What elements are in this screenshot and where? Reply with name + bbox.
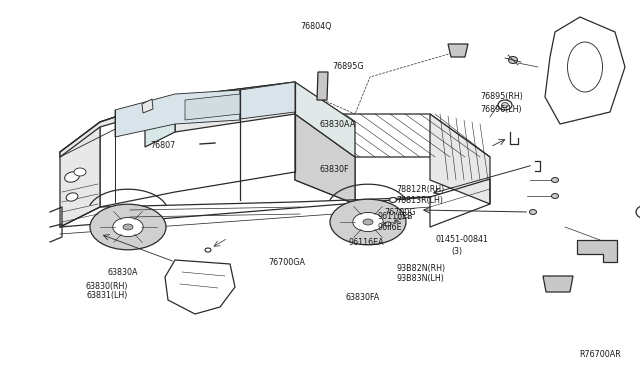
Polygon shape — [295, 82, 355, 157]
Ellipse shape — [66, 193, 78, 201]
Ellipse shape — [90, 204, 166, 250]
Polygon shape — [165, 260, 235, 314]
Text: 63830AA: 63830AA — [320, 120, 356, 129]
Ellipse shape — [498, 100, 512, 110]
Ellipse shape — [330, 199, 406, 245]
Polygon shape — [175, 82, 295, 132]
Text: 76700G: 76700G — [384, 208, 415, 217]
Text: 93B82N(RH): 93B82N(RH) — [397, 264, 446, 273]
Polygon shape — [295, 114, 490, 157]
Ellipse shape — [390, 198, 397, 202]
Ellipse shape — [65, 172, 79, 182]
Ellipse shape — [74, 168, 86, 176]
Ellipse shape — [636, 205, 640, 218]
Polygon shape — [60, 97, 175, 157]
Polygon shape — [240, 82, 295, 119]
Text: (3): (3) — [451, 247, 462, 256]
Text: 93B83N(LH): 93B83N(LH) — [397, 275, 445, 283]
Polygon shape — [185, 94, 240, 120]
Ellipse shape — [552, 177, 559, 183]
Ellipse shape — [529, 209, 536, 215]
Polygon shape — [295, 114, 355, 204]
Polygon shape — [430, 114, 490, 204]
Ellipse shape — [552, 193, 559, 199]
Text: 96116EA: 96116EA — [349, 238, 385, 247]
Text: 63831(LH): 63831(LH) — [86, 291, 128, 300]
Polygon shape — [142, 99, 153, 113]
Text: 78812R(RH): 78812R(RH) — [397, 185, 445, 194]
Polygon shape — [317, 72, 328, 100]
Polygon shape — [448, 44, 468, 57]
Polygon shape — [145, 97, 175, 147]
Polygon shape — [577, 240, 617, 262]
Text: R76700AR: R76700AR — [579, 350, 621, 359]
Text: 01451-00841: 01451-00841 — [435, 235, 488, 244]
Text: 63830FA: 63830FA — [346, 293, 380, 302]
Ellipse shape — [509, 57, 518, 64]
Polygon shape — [545, 17, 625, 124]
Polygon shape — [543, 276, 573, 292]
Ellipse shape — [353, 212, 383, 231]
Text: 76807: 76807 — [151, 141, 176, 150]
Ellipse shape — [363, 219, 373, 225]
Text: 76895G: 76895G — [333, 62, 364, 71]
Ellipse shape — [568, 42, 602, 92]
Text: 76700GA: 76700GA — [269, 258, 306, 267]
Polygon shape — [60, 122, 100, 227]
Text: 76896(LH): 76896(LH) — [480, 105, 522, 114]
Text: 63830(RH): 63830(RH) — [86, 282, 128, 291]
Ellipse shape — [113, 218, 143, 237]
Polygon shape — [100, 82, 295, 207]
Polygon shape — [295, 114, 355, 204]
Text: 76804Q: 76804Q — [301, 22, 332, 31]
Text: 63830A: 63830A — [107, 268, 138, 277]
Text: 63830F: 63830F — [320, 165, 349, 174]
Ellipse shape — [205, 248, 211, 252]
Ellipse shape — [385, 222, 391, 226]
Text: 78813R(LH): 78813R(LH) — [397, 196, 444, 205]
Text: 96II6E: 96II6E — [378, 223, 402, 232]
Ellipse shape — [123, 224, 133, 230]
Polygon shape — [115, 90, 240, 137]
Text: 76895(RH): 76895(RH) — [480, 92, 523, 101]
Text: 96116EB: 96116EB — [378, 212, 413, 221]
Ellipse shape — [502, 103, 509, 108]
